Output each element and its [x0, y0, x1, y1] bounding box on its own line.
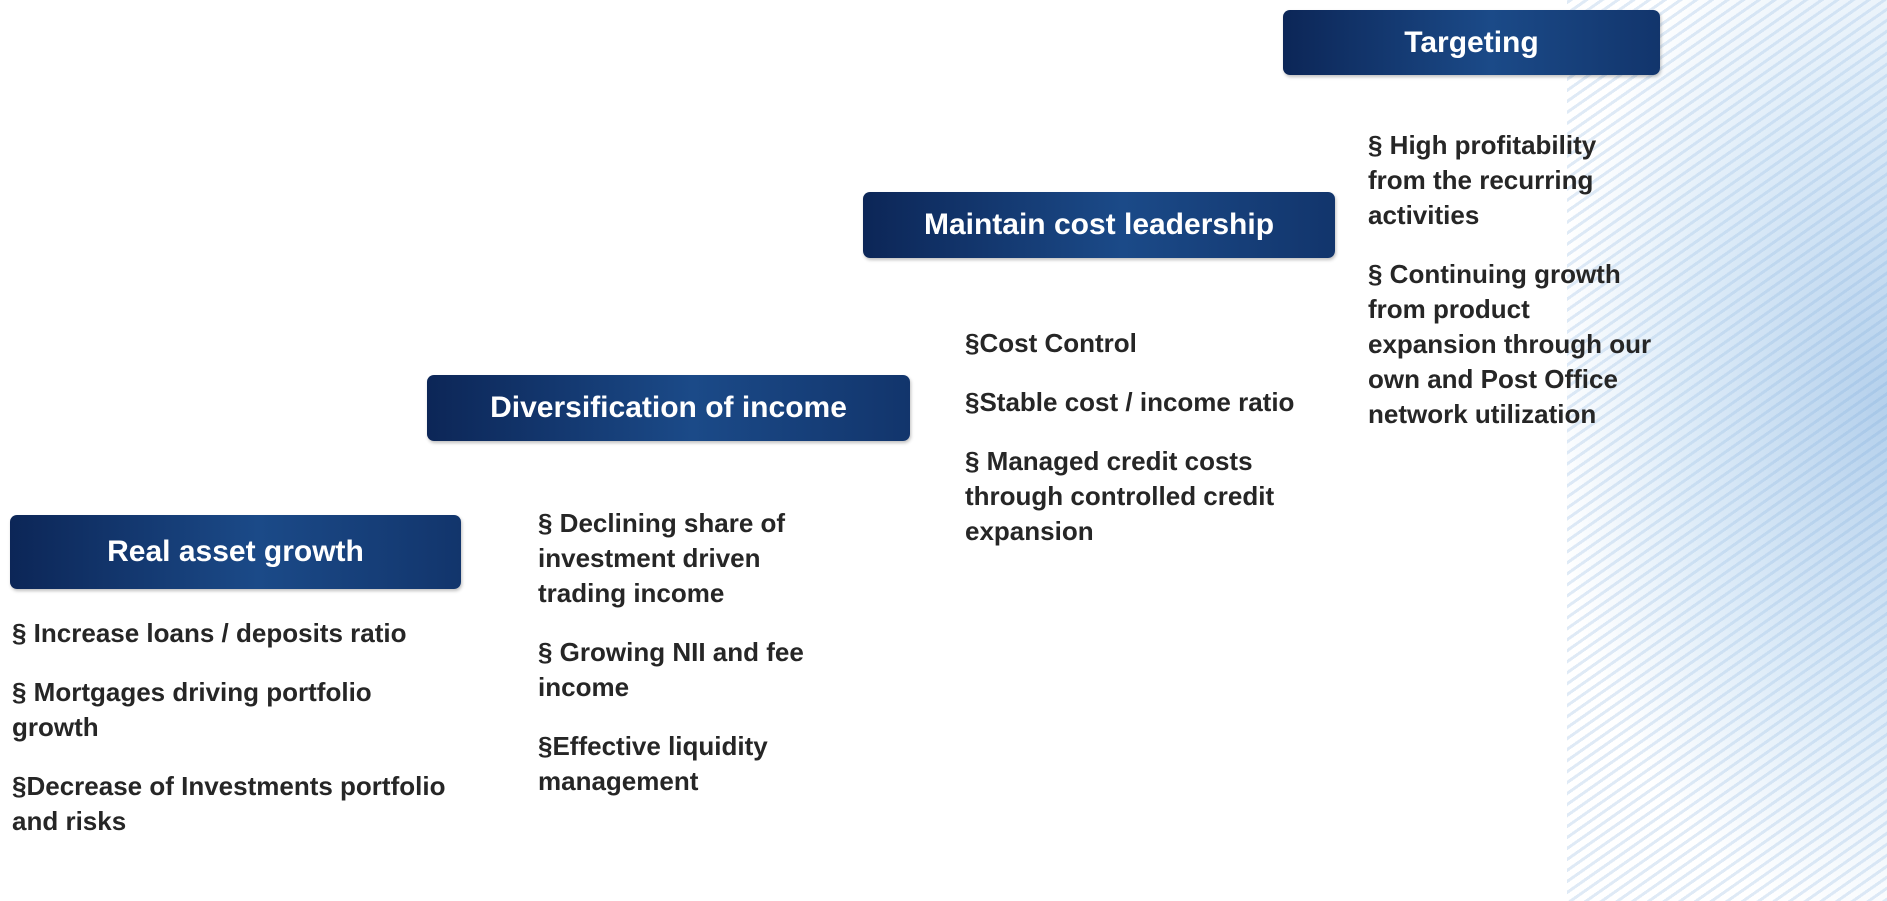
bullet-point: §Effective liquidity management	[538, 731, 768, 796]
stage-title: Real asset growth	[10, 515, 461, 589]
stage-points: § Increase loans / deposits ratio § Mortg…	[12, 616, 462, 863]
stage-title: Maintain cost leadership	[863, 192, 1335, 258]
bullet-point: §Stable cost / income ratio	[965, 387, 1295, 417]
decorative-pattern	[1567, 0, 1887, 901]
stage-points: § Declining share of investment driven t…	[538, 506, 846, 823]
bullet-point: § Managed credit costs through controlle…	[965, 446, 1275, 546]
stage-title: Diversification of income	[427, 375, 910, 441]
bullet-point: § Continuing growth from product expansi…	[1368, 259, 1652, 429]
stage-points: §Cost Control §Stable cost / income ratio…	[965, 326, 1300, 573]
bullet-point: § High profitability from the recurring …	[1368, 130, 1597, 230]
stage-title: Targeting	[1283, 10, 1660, 75]
bullet-point: § Increase loans / deposits ratio	[12, 618, 407, 648]
bullet-point: §Decrease of Investments portfolio and r…	[12, 771, 446, 836]
bullet-point: § Declining share of investment driven t…	[538, 508, 786, 608]
stage-points: § High profitability from the recurring …	[1368, 128, 1656, 456]
bullet-point: §Cost Control	[965, 328, 1137, 358]
bullet-point: § Growing NII and fee income	[538, 637, 804, 702]
bullet-point: § Mortgages driving portfolio growth	[12, 677, 372, 742]
